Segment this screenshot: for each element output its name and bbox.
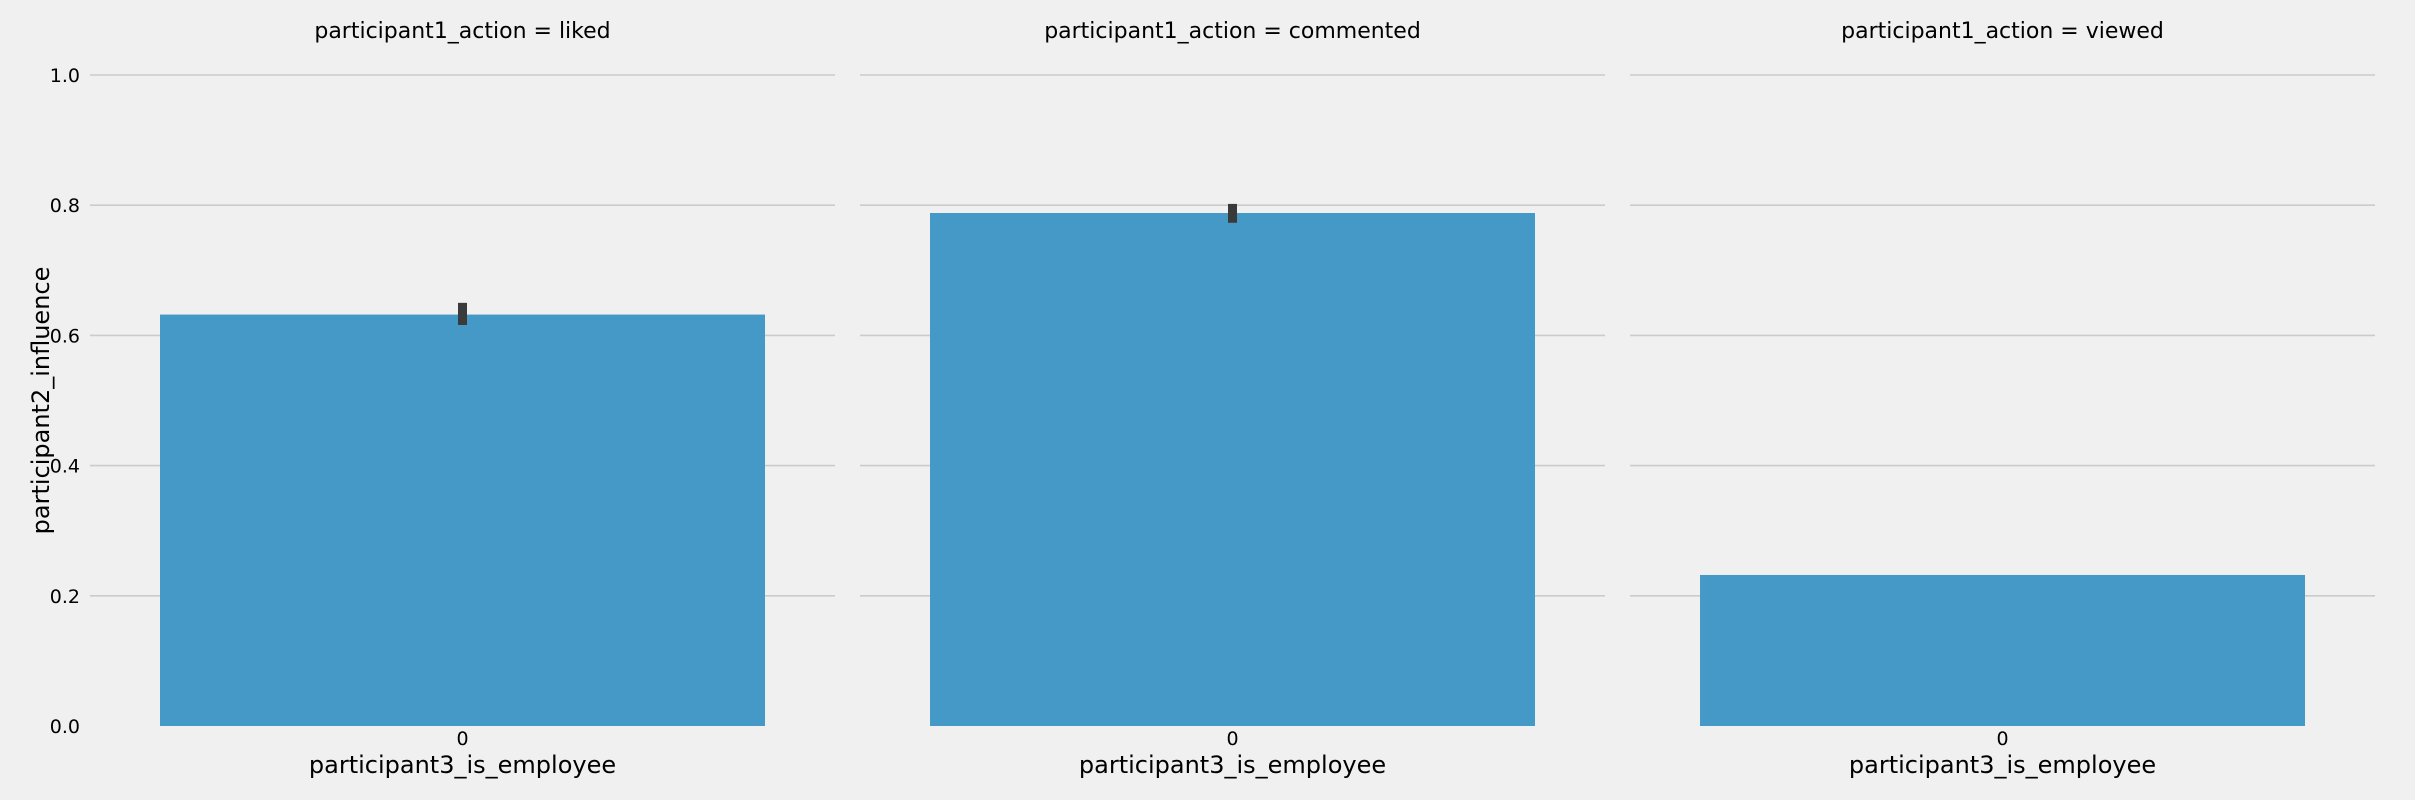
panel-title: participant1_action = liked bbox=[314, 19, 610, 44]
y-tick-label: 0.4 bbox=[50, 456, 80, 478]
bar bbox=[1700, 574, 2305, 726]
x-tick-label: 0 bbox=[456, 728, 468, 750]
facet-panels: participant1_action = liked0participant3… bbox=[90, 19, 2375, 779]
facet-panel: participant1_action = viewed 0participant… bbox=[1630, 19, 2375, 779]
y-tick-label: 0.8 bbox=[50, 195, 80, 217]
x-axis-label: participant3_is_employee bbox=[1849, 751, 2156, 779]
bar bbox=[160, 314, 765, 726]
facet-panel: participant1_action = liked 0participant3… bbox=[90, 19, 835, 779]
x-tick-label: 0 bbox=[1996, 728, 2008, 750]
panel-title: participant1_action = viewed bbox=[1841, 19, 2164, 44]
facet-panel: participant1_action = commented 0particip… bbox=[860, 19, 1605, 779]
x-tick-label: 0 bbox=[1226, 728, 1238, 750]
y-tick-label: 0.6 bbox=[50, 325, 80, 347]
x-axis-label: participant3_is_employee bbox=[309, 751, 616, 779]
y-tick-label: 0.0 bbox=[50, 716, 80, 738]
panel-title: participant1_action = commented bbox=[1044, 19, 1421, 44]
y-tick-label: 0.2 bbox=[50, 586, 80, 608]
bar bbox=[930, 213, 1535, 727]
x-axis-label: participant3_is_employee bbox=[1079, 751, 1386, 779]
y-axis-ticks: 0.0 0.2 0.4 0.6 0.8 1.0 bbox=[50, 65, 80, 738]
y-axis-label: participant2_influence bbox=[27, 267, 55, 535]
y-tick-label: 1.0 bbox=[50, 65, 80, 87]
